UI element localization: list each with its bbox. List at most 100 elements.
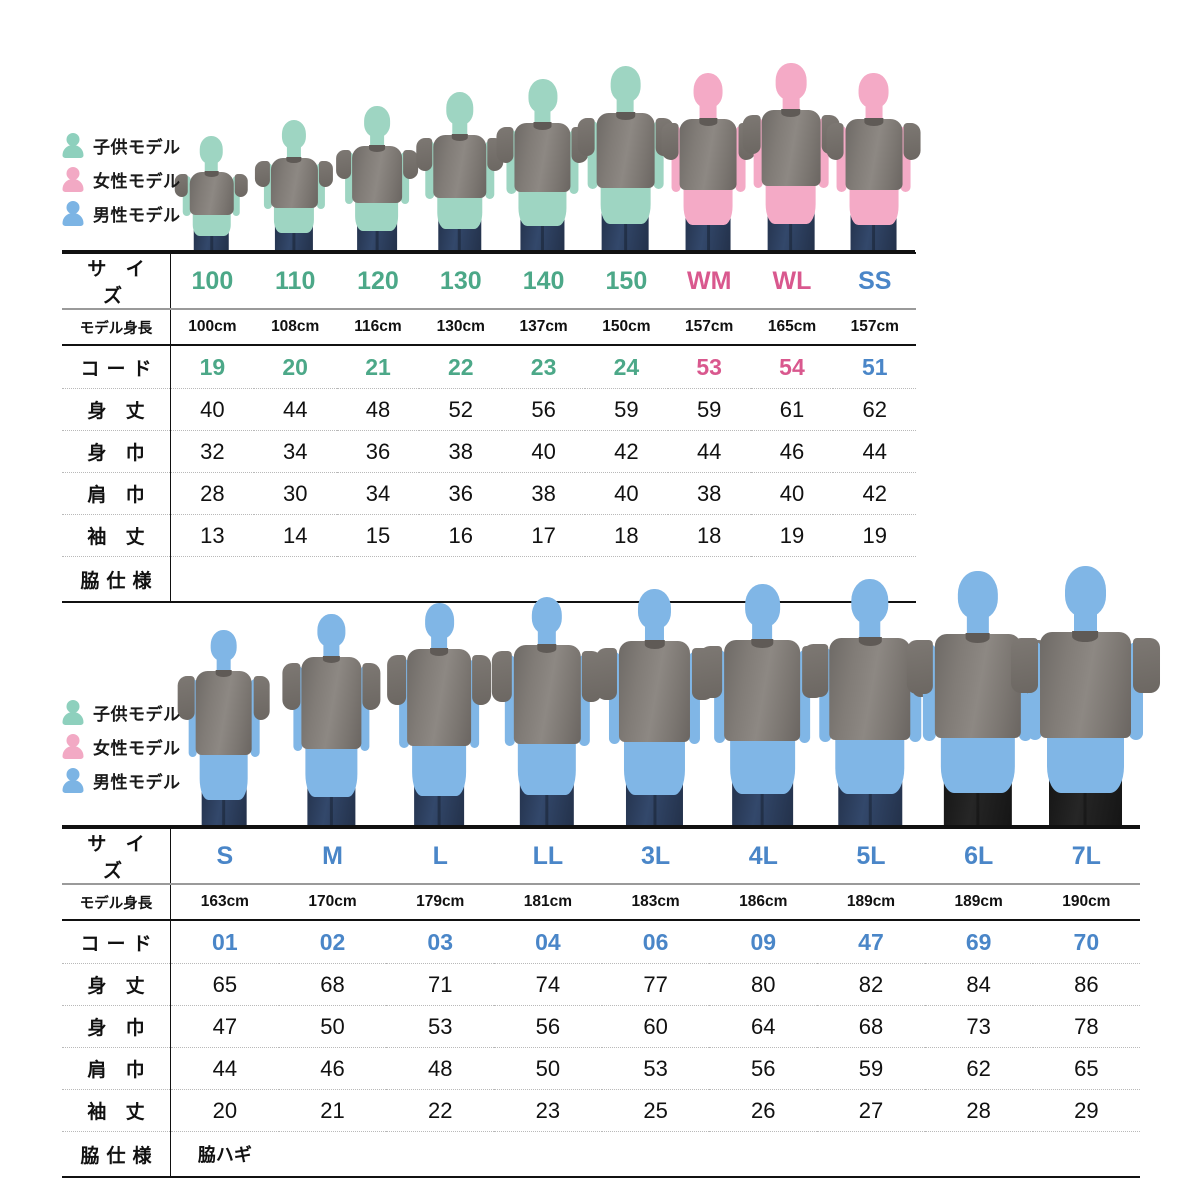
- cell-size: WL: [750, 252, 834, 309]
- model-collar: [204, 170, 219, 177]
- model-figure-child: [577, 66, 674, 252]
- model-figure-male: [385, 598, 493, 827]
- model-tshirt: [407, 649, 471, 746]
- ground-line: [62, 250, 915, 252]
- model-arm: [753, 118, 764, 188]
- row-label-code: コード: [62, 344, 171, 389]
- cell-shoulder-width: 42: [833, 472, 917, 515]
- model-figure-male: [906, 571, 1049, 827]
- cell-side-spec: [1032, 1131, 1141, 1178]
- ground-line: [62, 825, 1140, 827]
- model-figure-female: [742, 62, 840, 252]
- model-collar: [215, 669, 232, 677]
- model-tshirt: [829, 637, 911, 741]
- model-head: [693, 73, 723, 109]
- cell-side-spec: [336, 556, 420, 603]
- model-tshirt: [189, 171, 234, 215]
- row-label-sleeve-length: 袖 丈: [62, 1089, 171, 1132]
- model-collar: [965, 632, 990, 644]
- model-tshirt: [724, 639, 801, 742]
- cell-sleeve-length: 25: [601, 1089, 710, 1132]
- model-head: [775, 63, 807, 100]
- model-arm: [250, 679, 260, 758]
- model-head: [638, 589, 672, 630]
- cell-sleeve-length: 17: [502, 514, 585, 557]
- cell-side-spec: [924, 1131, 1033, 1178]
- model-figure-child: [335, 105, 419, 252]
- model-sleeve: [416, 138, 433, 172]
- cell-model-height: 163cm: [169, 883, 279, 920]
- table-row: サ イ ズ 100 110 120 130 140 150 WM WL SS: [62, 252, 917, 309]
- model-figure-male: [1010, 565, 1160, 827]
- cell-code: 19: [169, 344, 254, 389]
- model-sleeve: [496, 127, 514, 164]
- cell-model-height: 157cm: [667, 308, 751, 345]
- model-head: [610, 66, 641, 103]
- cell-body-width: 32: [169, 430, 254, 473]
- legend-item-label: 子供モデル: [93, 704, 181, 724]
- table-row: 袖 丈 13 14 15 16 17 18 18 19 19: [62, 514, 917, 557]
- cell-size: 6L: [924, 827, 1033, 884]
- cell-model-height: 170cm: [278, 883, 387, 920]
- cell-shoulder-width: 53: [601, 1047, 710, 1090]
- cell-body-width: 46: [750, 430, 834, 473]
- row-label-sleeve-length: 袖 丈: [62, 514, 171, 557]
- model-sleeve: [403, 149, 419, 180]
- model-legend-mens: 子供モデル 女性モデル 男性モデル: [62, 697, 181, 795]
- model-tshirt: [679, 118, 737, 191]
- cell-sleeve-length: 13: [169, 514, 254, 557]
- table-row: コード 01 02 03 04 06 09 47 69 70: [62, 919, 1141, 964]
- cell-body-length: 80: [709, 963, 818, 1006]
- cell-sleeve-length: 19: [833, 514, 917, 557]
- cell-size: WM: [667, 252, 751, 309]
- model-figure-child: [170, 136, 253, 252]
- cell-body-length: 52: [419, 388, 503, 431]
- model-tshirt: [1040, 631, 1131, 738]
- legend-item: 女性モデル: [62, 164, 181, 194]
- cell-body-length: 82: [817, 963, 925, 1006]
- model-arm: [504, 655, 515, 746]
- legend-item: 男性モデル: [62, 198, 181, 228]
- model-tshirt: [195, 670, 252, 756]
- cell-code: 01: [169, 919, 279, 964]
- model-head: [851, 578, 889, 625]
- child-model-icon: [62, 132, 84, 158]
- cell-shoulder-width: 40: [584, 472, 668, 515]
- cell-size: 100: [169, 252, 254, 309]
- row-label-body-length: 身 丈: [62, 388, 171, 431]
- cell-code: 47: [817, 919, 925, 964]
- model-tshirt: [514, 123, 571, 193]
- cell-side-spec: [667, 556, 751, 603]
- model-arm: [182, 176, 191, 216]
- cell-model-height: 179cm: [386, 883, 495, 920]
- table-row: モデル身長 100cm 108cm 116cm 130cm 137cm 150cm 157cm…: [62, 308, 917, 345]
- cell-body-width: 68: [817, 1005, 925, 1048]
- model-arm: [609, 651, 621, 745]
- legend-item: 男性モデル: [62, 765, 181, 795]
- male-model-icon: [62, 767, 84, 793]
- model-sleeve: [387, 655, 407, 706]
- cell-side-spec: [709, 1131, 818, 1178]
- model-head: [317, 613, 346, 648]
- model-sleeve: [661, 123, 679, 161]
- cell-model-height: 189cm: [817, 883, 925, 920]
- model-collar: [430, 648, 449, 657]
- cell-code: 70: [1032, 919, 1141, 964]
- model-head: [531, 596, 563, 635]
- cell-code: 09: [709, 919, 818, 964]
- cell-body-width: 38: [419, 430, 503, 473]
- model-sleeve: [803, 643, 828, 698]
- model-head: [528, 78, 557, 113]
- cell-side-spec: 脇ハギ: [169, 1131, 279, 1178]
- cell-body-width: 34: [253, 430, 337, 473]
- cell-side-spec: [601, 1131, 710, 1178]
- row-label-shoulder-width: 肩 巾: [62, 1047, 171, 1090]
- cell-sleeve-length: 28: [924, 1089, 1033, 1132]
- model-sleeve: [472, 655, 492, 706]
- cell-shoulder-width: 65: [1032, 1047, 1141, 1090]
- model-arm: [569, 130, 579, 194]
- cell-shoulder-width: 28: [169, 472, 254, 515]
- model-collar: [1072, 630, 1099, 642]
- cell-body-width: 44: [667, 430, 751, 473]
- model-collar: [864, 117, 883, 126]
